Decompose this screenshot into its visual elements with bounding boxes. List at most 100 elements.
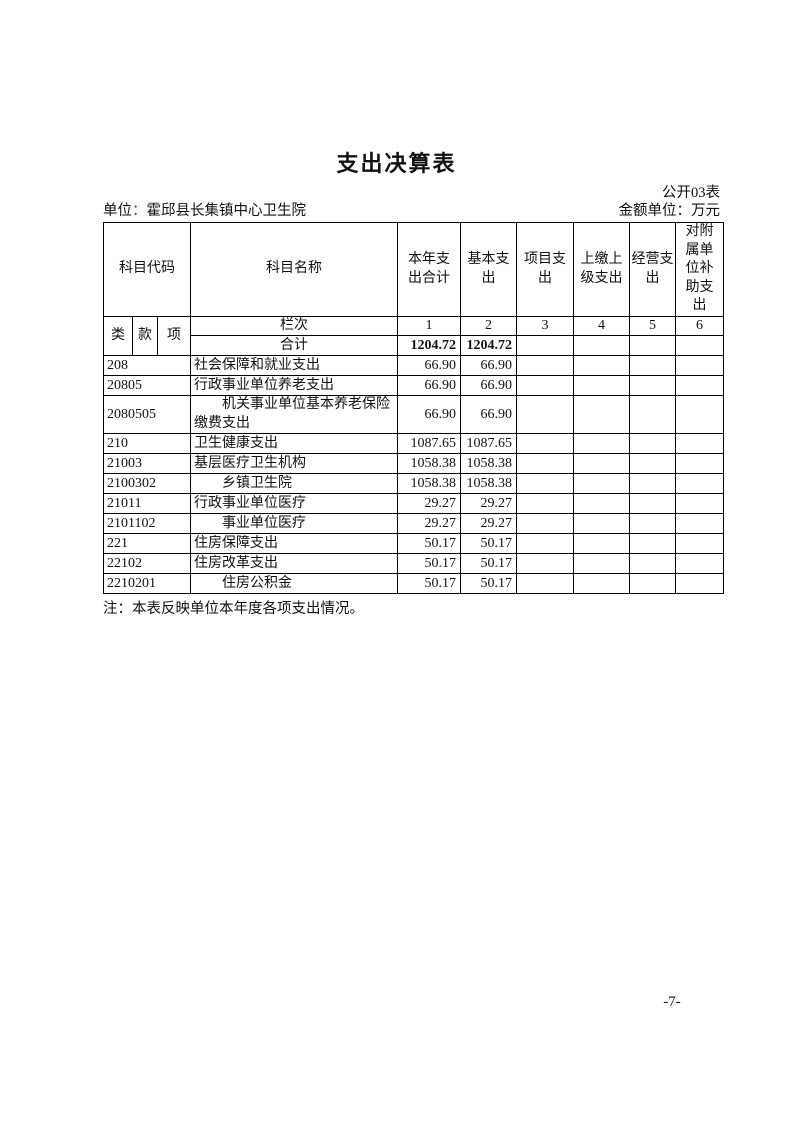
lanci-col-5: 5 xyxy=(629,315,676,337)
table-row: 21011 行政事业单位医疗 29.27 29.27 xyxy=(103,493,724,515)
cell-value-4 xyxy=(573,533,630,555)
cell-value-4 xyxy=(573,553,630,575)
table-note: 注：本表反映单位本年度各项支出情况。 xyxy=(103,601,364,617)
col-header-code: 科目代码 xyxy=(103,222,191,317)
lanci-col-2: 2 xyxy=(460,315,517,337)
cell-code: 221 xyxy=(103,533,191,555)
cell-value-1: 1087.65 xyxy=(397,433,461,455)
cell-value-1: 66.90 xyxy=(397,355,461,377)
table-row: 221 住房保障支出 50.17 50.17 xyxy=(103,533,724,555)
cell-name: 事业单位医疗 xyxy=(190,513,398,535)
cell-value-2: 29.27 xyxy=(460,493,517,515)
cell-value-3 xyxy=(516,493,574,515)
cell-name: 住房改革支出 xyxy=(190,553,398,575)
cell-value-1: 50.17 xyxy=(397,533,461,555)
unit-info: 单位：霍邱县长集镇中心卫生院 xyxy=(103,199,306,220)
cell-value-2: 66.90 xyxy=(460,375,517,397)
cell-value-2: 66.90 xyxy=(460,395,517,435)
cell-value-3 xyxy=(516,433,574,455)
total-row: 合计 1204.72 1204.72 xyxy=(104,335,724,357)
table-row: 210 卫生健康支出 1087.65 1087.65 xyxy=(103,433,724,455)
cell-name: 行政事业单位养老支出 xyxy=(190,375,398,397)
cell-code: 2101102 xyxy=(103,513,191,535)
cell-value-1: 50.17 xyxy=(397,573,461,595)
cell-value-6 xyxy=(675,473,724,495)
cell-value-3 xyxy=(516,453,574,475)
cell-code: 22102 xyxy=(103,553,191,575)
cell-value-6 xyxy=(675,433,724,455)
table-row: 208 社会保障和就业支出 66.90 66.90 xyxy=(103,355,724,377)
cell-value-5 xyxy=(629,453,676,475)
cell-value-6 xyxy=(675,513,724,535)
cell-value-5 xyxy=(629,395,676,435)
col-header-basic: 基本支 出 xyxy=(460,222,517,317)
table-row: 21003 基层医疗卫生机构 1058.38 1058.38 xyxy=(103,453,724,475)
cell-value-3 xyxy=(516,395,574,435)
cell-value-4 xyxy=(573,493,630,515)
col-header-name: 科目名称 xyxy=(190,222,398,317)
cell-code: 210 xyxy=(103,433,191,455)
cell-value-2: 50.17 xyxy=(460,533,517,555)
cell-value-6 xyxy=(675,355,724,377)
cell-value-5 xyxy=(629,433,676,455)
cell-code: 208 xyxy=(103,355,191,377)
cell-value-3 xyxy=(516,355,574,377)
cell-value-3 xyxy=(516,553,574,575)
cell-value-6 xyxy=(675,553,724,575)
cell-value-1: 29.27 xyxy=(397,513,461,535)
cell-value-5 xyxy=(629,553,676,575)
page-number: -7- xyxy=(663,994,681,1010)
table-row: 22102 住房改革支出 50.17 50.17 xyxy=(103,553,724,575)
cell-value-5 xyxy=(629,533,676,555)
cell-value-1: 29.27 xyxy=(397,493,461,515)
cell-value-3 xyxy=(516,473,574,495)
lanci-col-6: 6 xyxy=(675,315,724,337)
col-header-operating: 经营支 出 xyxy=(629,222,676,317)
cell-value-5 xyxy=(629,513,676,535)
form-number: 公开03表 xyxy=(662,185,720,201)
total-value-4 xyxy=(573,335,630,357)
total-value-3 xyxy=(516,335,574,357)
cell-value-1: 66.90 xyxy=(397,395,461,435)
cell-name: 行政事业单位医疗 xyxy=(190,493,398,515)
cell-code: 2210201 xyxy=(103,573,191,595)
cell-value-2: 1058.38 xyxy=(460,473,517,495)
cell-value-4 xyxy=(573,473,630,495)
unit-label: 单位 xyxy=(103,203,132,219)
cell-code: 21011 xyxy=(103,493,191,515)
cell-name: 住房公积金 xyxy=(190,573,398,595)
col-header-subsidy: 对附 属单 位补 助支 出 xyxy=(675,222,724,317)
cell-value-2: 50.17 xyxy=(460,573,517,595)
cell-value-2: 1087.65 xyxy=(460,433,517,455)
cell-value-3 xyxy=(516,533,574,555)
unit-colon: ： xyxy=(132,203,147,219)
total-value-1: 1204.72 xyxy=(397,335,461,357)
total-value-2: 1204.72 xyxy=(460,335,517,357)
table-row: 2080505 机关事业单位基本养老保险缴费支出 66.90 66.90 xyxy=(103,395,724,435)
cell-value-4 xyxy=(573,355,630,377)
cell-name: 卫生健康支出 xyxy=(190,433,398,455)
cell-name: 社会保障和就业支出 xyxy=(190,355,398,377)
lanci-col-4: 4 xyxy=(573,315,630,337)
cell-value-6 xyxy=(675,573,724,595)
total-value-5 xyxy=(629,335,676,357)
total-value-6 xyxy=(675,335,724,357)
cell-value-1: 50.17 xyxy=(397,553,461,575)
cell-code: 2100302 xyxy=(103,473,191,495)
col-header-upper-level: 上缴上 级支出 xyxy=(573,222,630,317)
col-header-project: 项目支 出 xyxy=(516,222,574,317)
cell-value-1: 1058.38 xyxy=(397,473,461,495)
total-label: 合计 xyxy=(190,335,398,357)
lanci-row: 类 款 项 栏次 1 2 3 4 5 6 xyxy=(103,315,724,357)
cell-value-1: 66.90 xyxy=(397,375,461,397)
sub-header-section: 款 xyxy=(132,315,158,357)
cell-value-5 xyxy=(629,355,676,377)
table-row: 20805 行政事业单位养老支出 66.90 66.90 xyxy=(103,375,724,397)
cell-value-5 xyxy=(629,573,676,595)
cell-name: 乡镇卫生院 xyxy=(190,473,398,495)
cell-value-1: 1058.38 xyxy=(397,453,461,475)
cell-value-6 xyxy=(675,453,724,475)
page-title: 支出决算表 xyxy=(336,151,457,176)
lanci-col-1: 1 xyxy=(397,315,461,337)
sub-header-class: 类 xyxy=(103,315,133,357)
